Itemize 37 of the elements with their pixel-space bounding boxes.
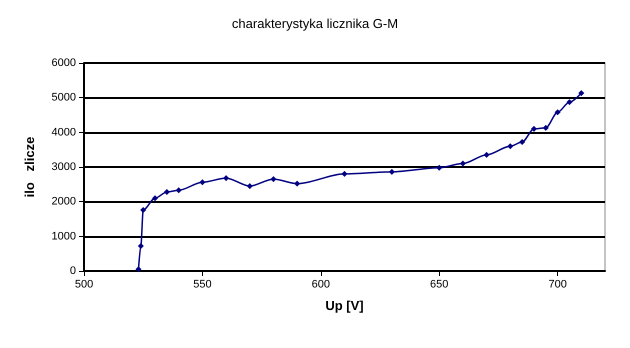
point — [199, 179, 206, 186]
y-axis-title: ilo zlicze — [22, 136, 37, 198]
y-tick-label: 6000 — [52, 57, 76, 69]
point — [342, 170, 348, 177]
y-tick-label: 3000 — [52, 161, 76, 173]
point — [530, 126, 537, 132]
x-tick-label: 550 — [193, 278, 212, 290]
point — [388, 168, 395, 175]
point — [294, 180, 300, 187]
point — [140, 206, 146, 213]
point — [135, 266, 142, 272]
point — [507, 143, 514, 150]
y-tick-label: 2000 — [52, 196, 76, 208]
point — [138, 243, 144, 250]
x-tick-label: 650 — [430, 278, 448, 290]
y-tick-label: 5000 — [52, 92, 76, 104]
y-tick-label: 1000 — [52, 230, 76, 242]
point — [519, 139, 526, 146]
point — [246, 183, 253, 190]
y-tick-label: 4000 — [52, 126, 76, 138]
x-tick-label: 700 — [548, 278, 567, 290]
point — [566, 99, 572, 106]
x-tick-label: 500 — [74, 278, 94, 290]
point — [270, 176, 276, 182]
point — [542, 124, 549, 131]
y-tick-label: 0 — [70, 265, 76, 277]
point — [578, 90, 584, 96]
chart-title: charakterystyka licznika G-M — [232, 16, 398, 31]
point — [554, 109, 561, 116]
point — [223, 175, 230, 182]
point — [164, 188, 170, 195]
x-axis-title: Up [V] — [325, 298, 364, 313]
x-tick-label: 600 — [312, 278, 330, 290]
point — [436, 164, 442, 171]
point — [484, 152, 490, 158]
point — [152, 195, 158, 202]
point — [176, 187, 182, 194]
